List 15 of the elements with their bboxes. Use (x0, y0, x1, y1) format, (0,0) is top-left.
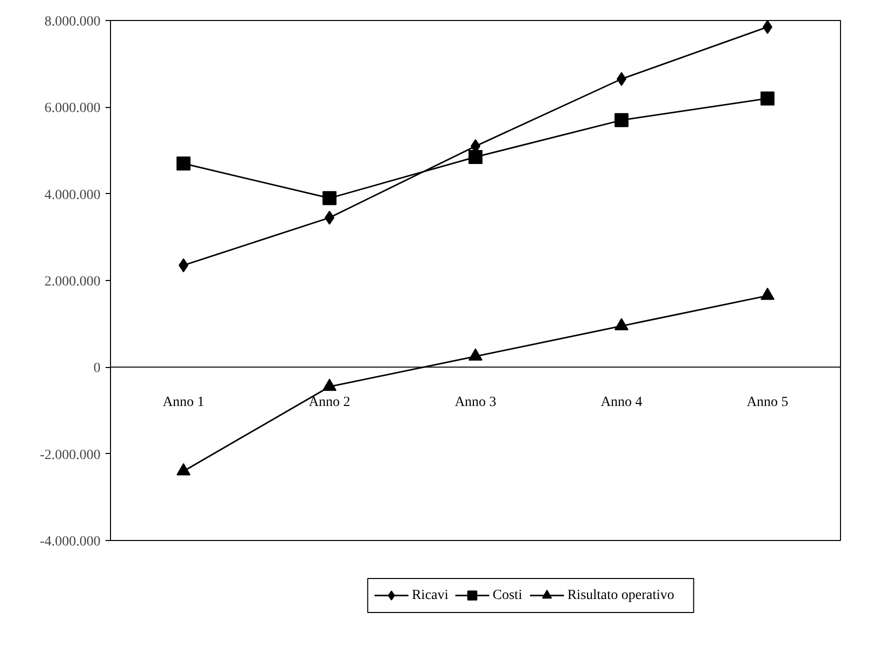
legend-label: Ricavi (412, 588, 448, 603)
y-tick-label: 8.000.000 (44, 14, 100, 30)
y-tick-label: 2.000.000 (44, 274, 100, 290)
y-tick-label: 6.000.000 (44, 101, 100, 116)
legend-label: Risultato operativo (567, 588, 674, 603)
x-tick-label: Anno 5 (746, 395, 788, 410)
y-tick-label: 0 (94, 361, 100, 376)
x-tick-label: Anno 3 (454, 395, 496, 410)
y-tick-label: 4.000.000 (44, 188, 100, 203)
x-tick-label: Anno 4 (600, 395, 642, 410)
y-tick-label: -2.000.000 (40, 448, 101, 463)
y-tick-label: -4.000.000 (40, 534, 101, 550)
x-tick-label: Anno 2 (308, 395, 350, 410)
x-tick-label: Anno 1 (162, 395, 204, 410)
legend-label: Costi (492, 588, 522, 603)
